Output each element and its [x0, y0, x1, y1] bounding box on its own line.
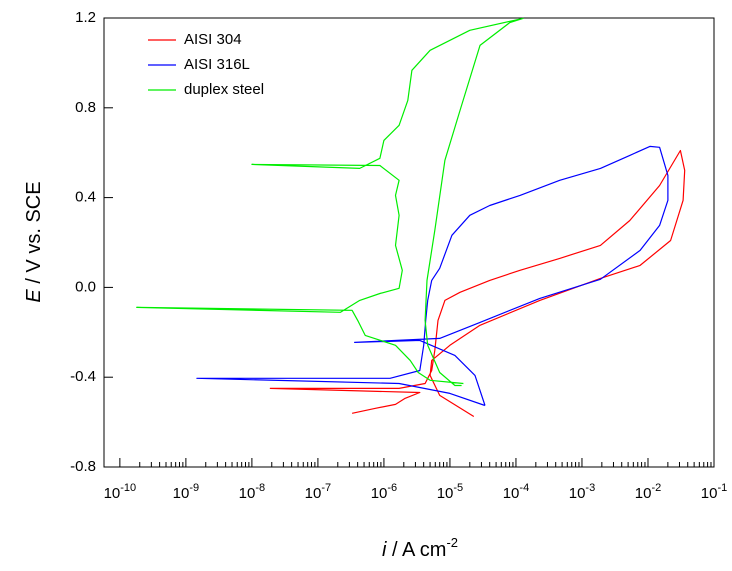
- legend-label: AISI 304: [184, 31, 242, 48]
- x-tick-label: 10-6: [371, 482, 397, 502]
- x-tick-base: 10: [635, 485, 652, 502]
- y-tick-label: 0.4: [75, 189, 96, 206]
- x-tick-exponent: -3: [585, 482, 595, 494]
- x-tick-base: 10: [503, 485, 520, 502]
- x-tick-base: 10: [239, 485, 256, 502]
- x-tick-base: 10: [371, 485, 388, 502]
- x-label-text: / A cm: [386, 539, 446, 561]
- series-line: [269, 149, 686, 418]
- y-tick-label: -0.8: [70, 458, 96, 475]
- x-tick-exponent: -1: [717, 482, 727, 494]
- x-tick-label: 10-4: [503, 482, 529, 502]
- legend-label: AISI 316L: [184, 56, 250, 73]
- y-label-text: / V vs. SCE: [23, 181, 45, 289]
- x-tick-label: 10-5: [437, 482, 463, 502]
- y-tick-label: -0.4: [70, 368, 96, 385]
- x-tick-label: 10-10: [104, 482, 137, 502]
- x-tick-label: 10-9: [173, 482, 199, 502]
- x-tick-exponent: -7: [321, 482, 331, 494]
- y-tick-label: 0.0: [75, 278, 96, 295]
- x-tick-exponent: -4: [519, 482, 529, 494]
- x-tick-label: 10-2: [635, 482, 661, 502]
- x-tick-exponent: -5: [453, 482, 463, 494]
- x-tick-base: 10: [173, 485, 190, 502]
- x-tick-exponent: -10: [120, 482, 136, 494]
- x-tick-base: 10: [701, 485, 718, 502]
- x-tick-base: 10: [104, 485, 121, 502]
- x-label-symbol: i: [382, 539, 387, 561]
- x-tick-label: 10-1: [701, 482, 727, 502]
- legend-label: duplex steel: [184, 81, 264, 98]
- y-tick-label: 1.2: [75, 9, 96, 26]
- x-label-exponent: -2: [446, 535, 458, 550]
- x-axis-label: i / A cm-2: [382, 535, 458, 561]
- x-tick-label: 10-8: [239, 482, 265, 502]
- x-tick-exponent: -8: [255, 482, 265, 494]
- x-tick-exponent: -2: [651, 482, 661, 494]
- x-tick-label: 10-7: [305, 482, 331, 502]
- series-line: [196, 145, 669, 407]
- x-tick-exponent: -9: [189, 482, 199, 494]
- y-axis-label: E / V vs. SCE: [23, 181, 45, 302]
- x-tick-exponent: -6: [387, 482, 397, 494]
- series-line: [136, 17, 524, 387]
- x-tick-label: 10-3: [569, 482, 595, 502]
- x-tick-base: 10: [437, 485, 454, 502]
- y-tick-label: 0.8: [75, 99, 96, 116]
- y-label-symbol: E: [23, 289, 45, 303]
- plot-frame: [103, 17, 715, 468]
- x-tick-base: 10: [305, 485, 322, 502]
- x-tick-base: 10: [569, 485, 586, 502]
